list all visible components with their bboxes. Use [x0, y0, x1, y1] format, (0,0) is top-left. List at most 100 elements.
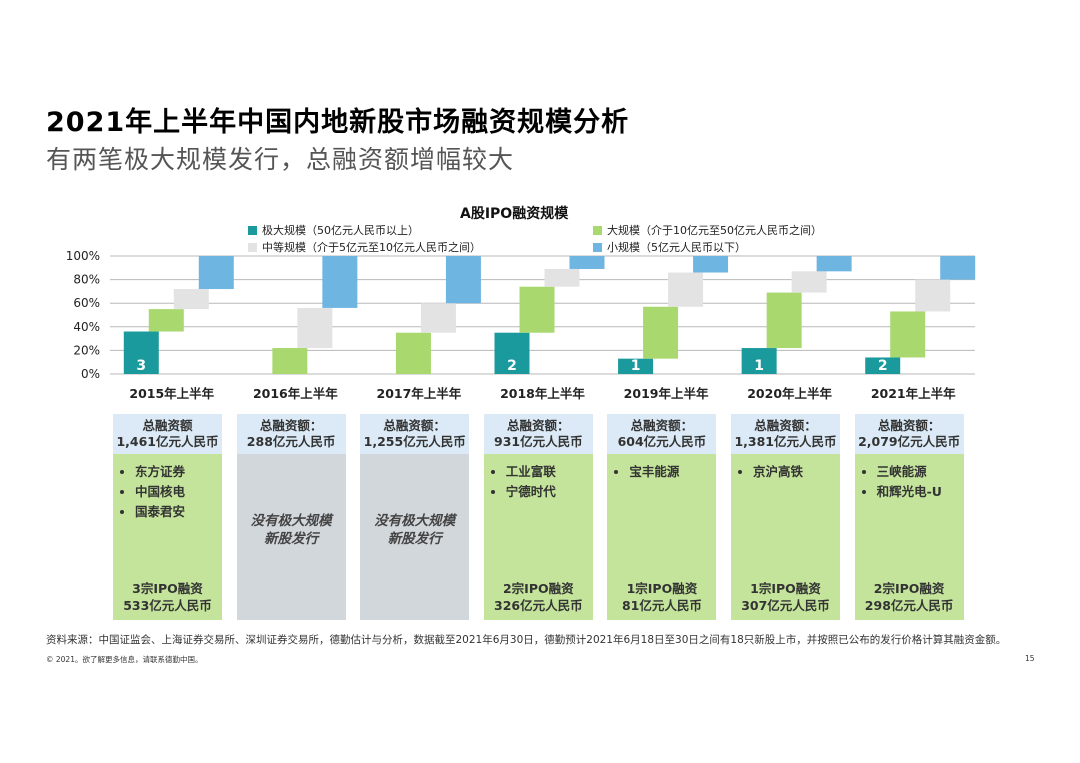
x-category-label: 2019年上半年 [624, 386, 709, 401]
bar-count-label: 3 [136, 358, 146, 374]
issuer-item: 京沪高铁 [753, 462, 840, 482]
summary-box-body: 东方证券中国核电国泰君安 3宗IPO融资 533亿元人民币 [113, 454, 222, 620]
summary-box: 总融资额： 1,255亿元人民币没有极大规模 新股发行 [360, 414, 470, 620]
summary-box-total: 总融资额： 288亿元人民币 [236, 414, 346, 454]
legend-item-large: 大规模（介于10亿元至50亿元人民币之间） [593, 222, 822, 238]
y-tick-label: 80% [73, 273, 100, 287]
issuer-item: 和辉光电-U [877, 482, 964, 502]
issuer-item: 工业富联 [506, 462, 593, 482]
legend-swatch [593, 225, 602, 235]
y-tick-label: 60% [73, 296, 100, 310]
issuer-item: 中国核电 [135, 482, 222, 502]
summary-box-total: 总融资额： 604亿元人民币 [607, 414, 717, 454]
legend-swatch [593, 242, 602, 252]
bar-segment [693, 256, 729, 273]
summary-box-total: 总融资额 1,461亿元人民币 [113, 414, 222, 454]
source-note: 资料来源：中国证监会、上海证券交易所、深圳证券交易所，德勤估计与分析，数据截至2… [46, 634, 1007, 646]
issuer-item: 国泰君安 [135, 502, 222, 522]
x-category-label: 2017年上半年 [377, 386, 462, 401]
ipo-count-summary: 1宗IPO融资 307亿元人民币 [741, 581, 830, 613]
summary-box-total: 总融资额： 2,079亿元人民币 [854, 414, 964, 454]
bar-segment [173, 289, 209, 310]
ipo-count-summary: 3宗IPO融资 533亿元人民币 [123, 581, 212, 613]
issuer-list: 东方证券中国核电国泰君安 [113, 462, 222, 522]
legend-label: 大规模（介于10亿元至50亿元人民币之间） [607, 224, 822, 237]
y-tick-label: 40% [73, 320, 100, 334]
ipo-count-summary: 1宗IPO融资 81亿元人民币 [621, 581, 702, 613]
bar-segment [322, 256, 358, 308]
legend-swatch [248, 242, 257, 252]
bar-count-label: 1 [631, 358, 641, 374]
issuer-item: 三峡能源 [877, 462, 964, 482]
x-category-label: 2021年上半年 [871, 386, 956, 401]
x-category-label: 2018年上半年 [500, 386, 585, 401]
bar-segment [395, 332, 431, 374]
issuer-list: 三峡能源和辉光电-U [855, 462, 964, 502]
legend-label: 小规模（5亿元人民币以下） [607, 241, 746, 254]
bar-segment [297, 307, 333, 349]
legend-label: 中等规模（介于5亿元至10亿元人民币之间） [262, 241, 481, 254]
bar-segment [272, 348, 308, 374]
legend-swatch [248, 225, 257, 235]
bar-segment [198, 256, 234, 290]
bar-segment [865, 357, 901, 374]
chart-title: A股IPO融资规模 [460, 206, 569, 222]
summary-box-body: 三峡能源和辉光电-U 2宗IPO融资 298亿元人民币 [854, 454, 964, 620]
y-tick-label: 100% [66, 249, 100, 263]
page-subtitle: 有两笔极大规模发行，总融资额增幅较大 [46, 145, 515, 174]
bar-segment [519, 286, 555, 333]
summary-box: 总融资额： 2,079亿元人民币三峡能源和辉光电-U 2宗IPO融资 298亿元人… [854, 414, 964, 620]
no-large-ipo-note: 没有极大规模 新股发行 [250, 513, 332, 547]
waterfall-chart: 100% 80% 60% 40% 20% 0% 3 2015年上半年 2016年上半年 2017年… [66, 249, 976, 401]
bar-count-label: 2 [507, 358, 517, 374]
legend-item-small: 小规模（5亿元人民币以下） [593, 239, 746, 255]
page-number: 15 [1025, 654, 1035, 663]
page-title: 2021年上半年中国内地新股市场融资规模分析 [46, 107, 630, 138]
bar-segment [420, 303, 456, 333]
bar-segment [940, 256, 976, 280]
bar-segment [618, 358, 654, 374]
summary-box: 总融资额 1,461亿元人民币东方证券中国核电国泰君安 3宗IPO融资 533亿元… [113, 414, 222, 620]
x-category-label: 2020年上半年 [747, 386, 832, 401]
issuer-list: 工业富联宁德时代 [484, 462, 593, 502]
summary-box-body: 没有极大规模 新股发行 [236, 454, 346, 620]
legend-item-medium: 中等规模（介于5亿元至10亿元人民币之间） [248, 239, 481, 255]
summary-box: 总融资额： 288亿元人民币没有极大规模 新股发行 [236, 414, 346, 620]
bar-segment [816, 256, 852, 272]
issuer-item: 宁德时代 [506, 482, 593, 502]
summary-box: 总融资额： 1,381亿元人民币京沪高铁 1宗IPO融资 307亿元人民币 [731, 414, 840, 620]
bar-count-label: 1 [754, 358, 764, 374]
summary-box-body: 没有极大规模 新股发行 [360, 454, 470, 620]
issuer-list: 宝丰能源 [607, 462, 716, 482]
y-tick-label: 20% [73, 343, 100, 357]
bar-segment [668, 272, 704, 307]
issuer-list: 京沪高铁 [731, 462, 840, 482]
summary-box-total: 总融资额： 931亿元人民币 [483, 414, 593, 454]
x-category-label: 2015年上半年 [129, 386, 214, 401]
ipo-count-summary: 2宗IPO融资 298亿元人民币 [864, 581, 954, 613]
bar-segment [643, 306, 679, 359]
legend-label: 极大规模（50亿元人民币以上） [262, 224, 419, 237]
bar-segment [569, 256, 605, 269]
bar-segment [544, 268, 580, 287]
bar-segment [766, 292, 802, 349]
summary-box: 总融资额： 931亿元人民币工业富联宁德时代 2宗IPO融资 326亿元人民币 [483, 414, 593, 620]
x-category-label: 2016年上半年 [253, 386, 338, 401]
summary-box-body: 宝丰能源 1宗IPO融资 81亿元人民币 [607, 454, 717, 620]
summary-box-total: 总融资额： 1,255亿元人民币 [360, 414, 470, 454]
ipo-count-summary: 2宗IPO融资 326亿元人民币 [494, 581, 583, 613]
issuer-item: 东方证券 [135, 462, 222, 482]
bar-segment [148, 309, 184, 332]
legend-item-extra-large: 极大规模（50亿元人民币以上） [248, 222, 419, 238]
summary-box: 总融资额： 604亿元人民币宝丰能源 1宗IPO融资 81亿元人民币 [607, 414, 717, 620]
y-tick-label: 0% [81, 367, 100, 381]
issuer-item: 宝丰能源 [629, 462, 716, 482]
bar-segment [494, 332, 530, 374]
copyright: © 2021。欲了解更多信息，请联系德勤中国。 [46, 655, 203, 664]
bar-segment [791, 271, 827, 293]
no-large-ipo-note: 没有极大规模 新股发行 [374, 513, 456, 547]
bar-segment [890, 311, 926, 358]
bar-segment [915, 279, 951, 312]
summary-box-total: 总融资额： 1,381亿元人民币 [731, 414, 840, 454]
bar-segment [445, 256, 481, 304]
